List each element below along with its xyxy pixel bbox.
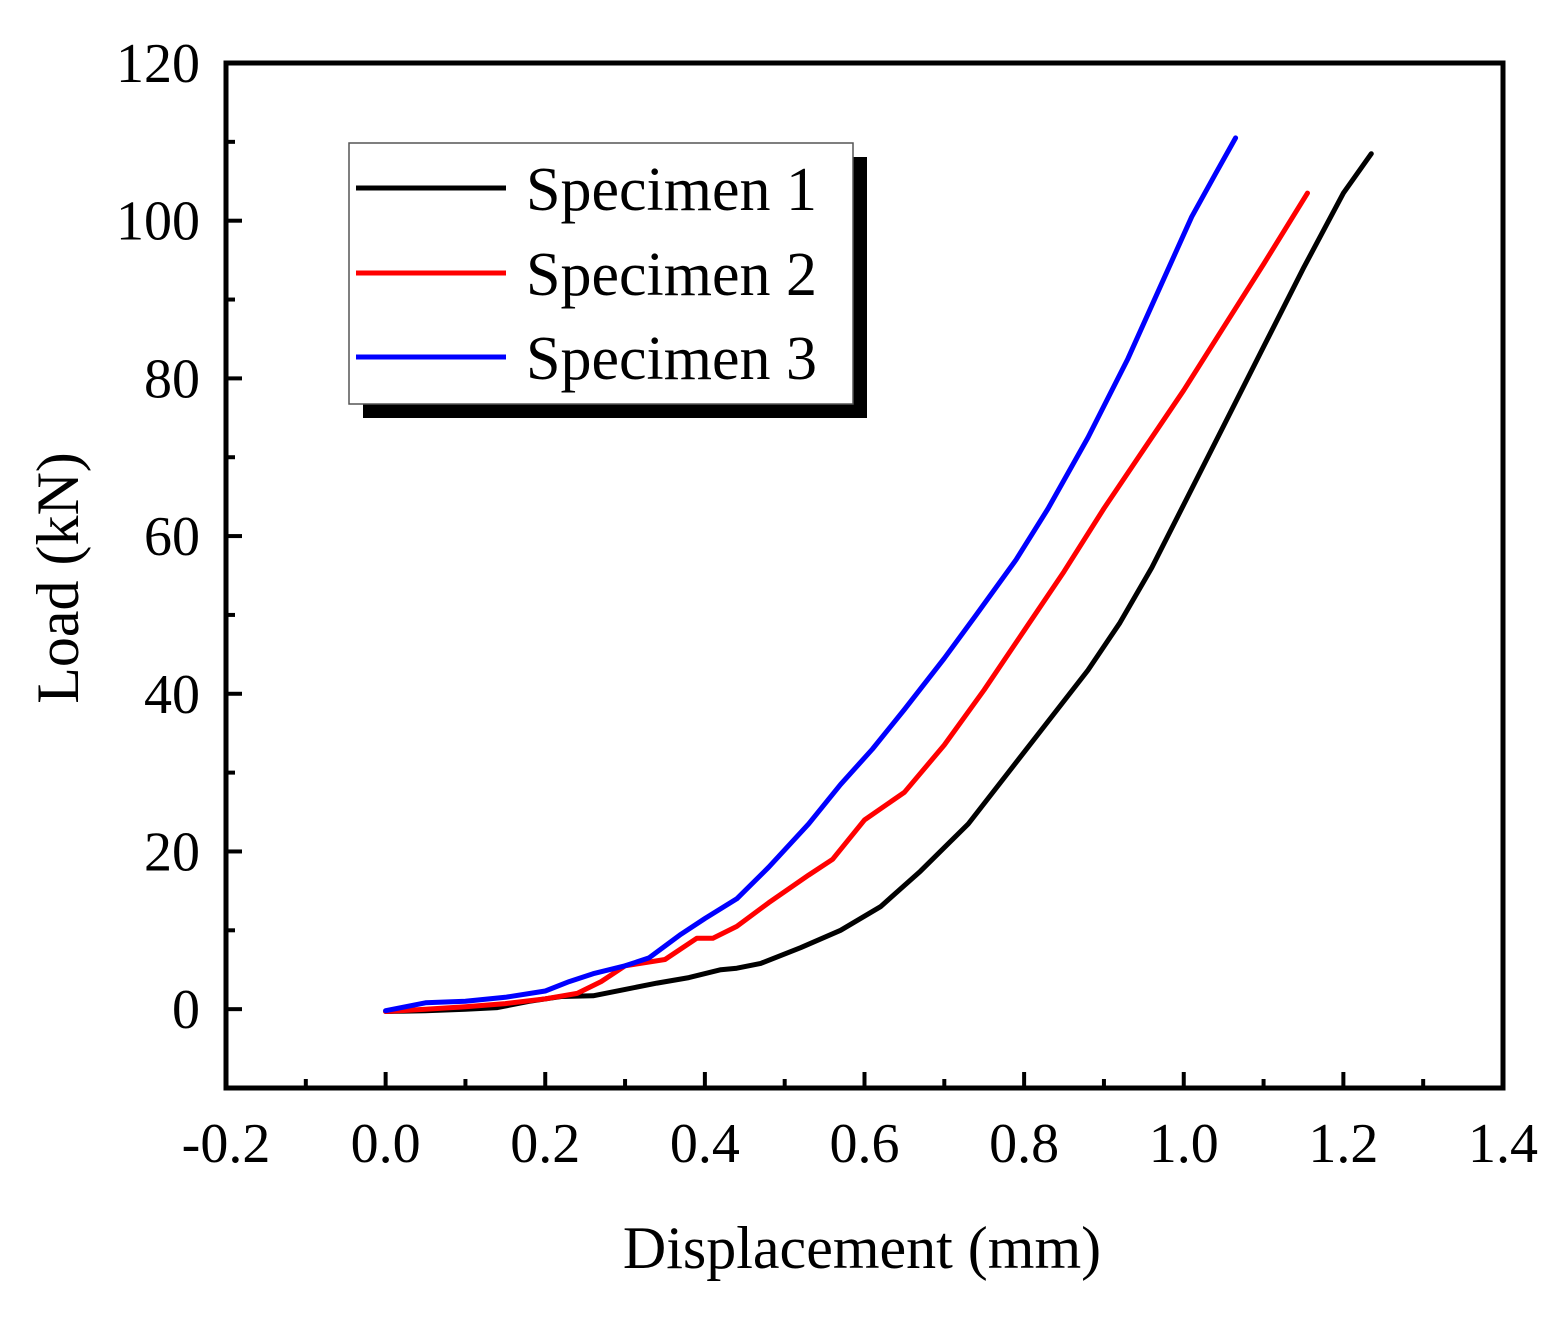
x-tick-label: 0.0	[351, 1113, 421, 1175]
x-tick-label: 1.0	[1149, 1113, 1219, 1175]
legend-label-3: Specimen 3	[526, 325, 817, 393]
x-tick-label: 0.4	[670, 1113, 740, 1175]
series-line-3	[383, 135, 1239, 1014]
y-tick-label: 0	[172, 979, 200, 1041]
x-tick-label: 1.4	[1468, 1113, 1538, 1175]
y-tick-label: 100	[116, 191, 200, 253]
y-tick-label: 20	[144, 821, 200, 883]
x-tick-label: -0.2	[182, 1113, 271, 1175]
y-tick-label: 80	[144, 348, 200, 410]
y-axis-label: Load (kN)	[25, 452, 91, 704]
x-tick-label: 1.2	[1308, 1113, 1378, 1175]
y-tick-label: 120	[116, 33, 200, 95]
y-tick-label: 60	[144, 506, 200, 568]
x-tick-label: 0.6	[830, 1113, 900, 1175]
legend-label-2: Specimen 2	[526, 241, 817, 309]
series-line-2	[383, 190, 1310, 1014]
y-tick-label: 40	[144, 664, 200, 726]
legend-label-1: Specimen 1	[526, 156, 817, 224]
x-tick-label: 0.2	[510, 1113, 580, 1175]
x-tick-label: 0.8	[989, 1113, 1059, 1175]
x-axis-label: Displacement (mm)	[623, 1215, 1101, 1281]
